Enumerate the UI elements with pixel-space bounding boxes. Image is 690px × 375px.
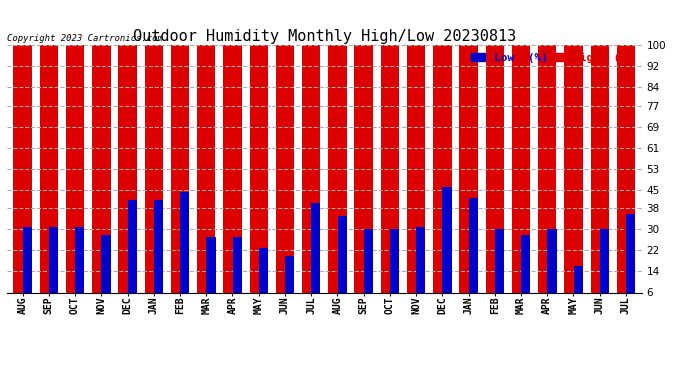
- Bar: [407, 45, 425, 308]
- Bar: [591, 45, 609, 308]
- Bar: [250, 45, 268, 308]
- Bar: [311, 203, 320, 308]
- Title: Outdoor Humidity Monthly High/Low 20230813: Outdoor Humidity Monthly High/Low 202308…: [132, 29, 516, 44]
- Bar: [180, 192, 189, 308]
- Bar: [469, 198, 478, 308]
- Bar: [128, 200, 137, 308]
- Bar: [276, 45, 294, 308]
- Bar: [416, 226, 426, 308]
- Bar: [617, 45, 635, 308]
- Bar: [145, 45, 163, 308]
- Bar: [92, 45, 110, 308]
- Bar: [364, 229, 373, 308]
- Bar: [101, 235, 110, 308]
- Bar: [381, 45, 399, 308]
- Bar: [600, 229, 609, 308]
- Bar: [337, 216, 347, 308]
- Bar: [49, 226, 58, 308]
- Bar: [171, 45, 189, 308]
- Text: Copyright 2023 Cartronics.com: Copyright 2023 Cartronics.com: [7, 33, 163, 42]
- Bar: [14, 45, 32, 308]
- Bar: [259, 248, 268, 308]
- Bar: [538, 45, 556, 308]
- Bar: [206, 237, 215, 308]
- Bar: [564, 45, 582, 308]
- Bar: [233, 237, 241, 308]
- Bar: [390, 229, 400, 308]
- Bar: [547, 229, 557, 308]
- Bar: [495, 229, 504, 308]
- Bar: [154, 200, 163, 308]
- Bar: [460, 45, 477, 308]
- Bar: [197, 45, 215, 308]
- Bar: [75, 226, 84, 308]
- Bar: [40, 45, 58, 308]
- Bar: [224, 45, 241, 308]
- Bar: [626, 213, 635, 308]
- Legend: Low  (%), High  (%): Low (%), High (%): [469, 51, 636, 65]
- Bar: [328, 45, 346, 308]
- Bar: [486, 45, 504, 308]
- Bar: [66, 45, 84, 308]
- Bar: [521, 235, 531, 308]
- Bar: [433, 45, 451, 308]
- Bar: [302, 45, 320, 308]
- Bar: [285, 256, 294, 308]
- Bar: [512, 45, 530, 308]
- Bar: [23, 226, 32, 308]
- Bar: [573, 266, 583, 308]
- Bar: [355, 45, 373, 308]
- Bar: [119, 45, 137, 308]
- Bar: [442, 187, 452, 308]
